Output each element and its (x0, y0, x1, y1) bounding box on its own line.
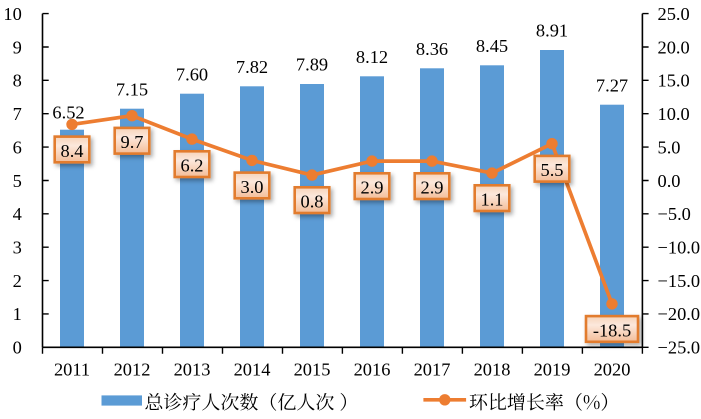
svg-text:0: 0 (13, 338, 22, 358)
svg-text:2013: 2013 (174, 360, 211, 380)
svg-text:0.8: 0.8 (301, 192, 324, 212)
svg-text:4: 4 (13, 204, 22, 224)
svg-text:6.52: 6.52 (52, 103, 84, 123)
svg-text:3.0: 3.0 (241, 177, 264, 197)
svg-text:10: 10 (3, 4, 21, 24)
svg-text:−5.0: −5.0 (658, 204, 691, 224)
svg-text:7.82: 7.82 (236, 57, 268, 77)
svg-text:8.36: 8.36 (416, 39, 448, 59)
svg-text:3: 3 (13, 238, 22, 258)
svg-text:2019: 2019 (534, 360, 571, 380)
svg-text:7: 7 (13, 104, 22, 124)
svg-text:−10.0: −10.0 (658, 238, 701, 258)
svg-text:8.12: 8.12 (356, 47, 388, 67)
svg-text:9.7: 9.7 (121, 132, 144, 152)
svg-text:2.9: 2.9 (361, 178, 384, 198)
svg-text:5.0: 5.0 (658, 137, 681, 157)
svg-text:8.91: 8.91 (536, 21, 568, 41)
svg-text:7.89: 7.89 (296, 55, 328, 75)
svg-text:8: 8 (13, 71, 22, 91)
svg-text:25.0: 25.0 (658, 4, 690, 24)
svg-text:2017: 2017 (414, 360, 451, 380)
svg-text:7.27: 7.27 (596, 75, 628, 95)
svg-text:6: 6 (13, 137, 22, 157)
svg-text:5.5: 5.5 (541, 160, 564, 180)
svg-text:2015: 2015 (294, 360, 331, 380)
svg-text:5: 5 (13, 171, 22, 191)
svg-text:−15.0: −15.0 (658, 271, 701, 291)
svg-text:20.0: 20.0 (658, 37, 690, 57)
svg-text:2018: 2018 (474, 360, 511, 380)
svg-text:2016: 2016 (354, 360, 391, 380)
svg-text:2014: 2014 (234, 360, 271, 380)
svg-text:7.15: 7.15 (116, 79, 148, 99)
svg-text:-18.5: -18.5 (593, 320, 631, 340)
svg-text:1.1: 1.1 (481, 190, 504, 210)
svg-text:7.60: 7.60 (176, 64, 208, 84)
svg-text:−20.0: −20.0 (658, 304, 701, 324)
svg-text:2011: 2011 (54, 360, 90, 380)
svg-text:10.0: 10.0 (658, 104, 690, 124)
svg-text:6.2: 6.2 (181, 156, 204, 176)
svg-text:2012: 2012 (114, 360, 151, 380)
svg-text:15.0: 15.0 (658, 71, 690, 91)
svg-text:−25.0: −25.0 (658, 338, 701, 358)
svg-text:1: 1 (13, 304, 22, 324)
svg-text:2020: 2020 (594, 360, 631, 380)
svg-text:8.4: 8.4 (61, 141, 84, 161)
svg-text:9: 9 (13, 37, 22, 57)
svg-text:0.0: 0.0 (658, 171, 681, 191)
svg-text:2: 2 (13, 271, 22, 291)
svg-text:8.45: 8.45 (476, 36, 508, 56)
svg-text:2.9: 2.9 (421, 178, 444, 198)
